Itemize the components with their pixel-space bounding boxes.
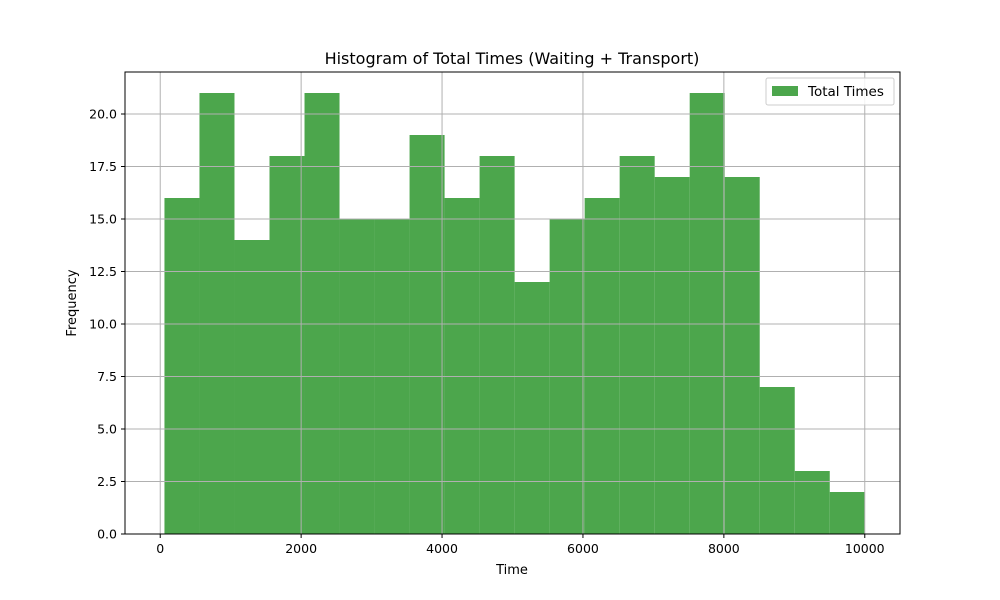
histogram-bar xyxy=(724,177,760,534)
histogram-bar xyxy=(199,93,235,534)
legend-swatch xyxy=(772,86,798,96)
y-axis-label: Frequency xyxy=(65,269,80,336)
histogram-bar xyxy=(304,93,340,534)
y-tick-label: 17.5 xyxy=(89,159,117,174)
x-tick-label: 0 xyxy=(156,541,164,556)
y-tick-label: 7.5 xyxy=(97,369,117,384)
histogram-bar xyxy=(409,135,445,534)
histogram-bar xyxy=(514,282,550,534)
y-tick-label: 12.5 xyxy=(89,264,117,279)
histogram-bars xyxy=(164,93,865,534)
grid-lines xyxy=(125,72,900,535)
x-tick-label: 10000 xyxy=(845,541,885,556)
x-axis-ticks: 0 2000 4000 6000 8000 10000 xyxy=(156,534,885,556)
y-axis-ticks: 0.0 2.5 5.0 7.5 10.0 12.5 15.0 17.5 20.0 xyxy=(89,107,125,542)
histogram-bar xyxy=(269,156,305,534)
histogram-bar xyxy=(444,198,480,534)
y-tick-label: 2.5 xyxy=(97,474,117,489)
legend: Total Times xyxy=(765,77,895,106)
histogram-bar xyxy=(479,156,515,534)
histogram-bar xyxy=(164,198,200,534)
y-tick-label: 20.0 xyxy=(89,107,117,122)
legend-label: Total Times xyxy=(807,84,884,100)
y-tick-label: 15.0 xyxy=(89,212,117,227)
x-tick-label: 4000 xyxy=(426,541,458,556)
histogram-bar xyxy=(234,240,270,534)
legend-box xyxy=(765,77,895,106)
x-tick-label: 8000 xyxy=(708,541,740,556)
y-tick-label: 0.0 xyxy=(97,527,117,542)
histogram-bar xyxy=(619,156,655,534)
x-tick-label: 2000 xyxy=(285,541,317,556)
histogram-bar xyxy=(689,93,725,534)
plot-frame xyxy=(124,71,901,535)
histogram-bar xyxy=(584,198,620,534)
y-tick-label: 10.0 xyxy=(89,317,117,332)
histogram-bar xyxy=(794,471,830,534)
y-tick-label: 5.0 xyxy=(97,422,117,437)
histogram-bar xyxy=(759,387,795,534)
histogram-bar xyxy=(654,177,690,534)
x-axis-label: Time xyxy=(495,563,528,578)
x-tick-label: 6000 xyxy=(567,541,599,556)
chart-title: Histogram of Total Times (Waiting + Tran… xyxy=(325,49,700,68)
histogram-bar xyxy=(829,492,865,534)
